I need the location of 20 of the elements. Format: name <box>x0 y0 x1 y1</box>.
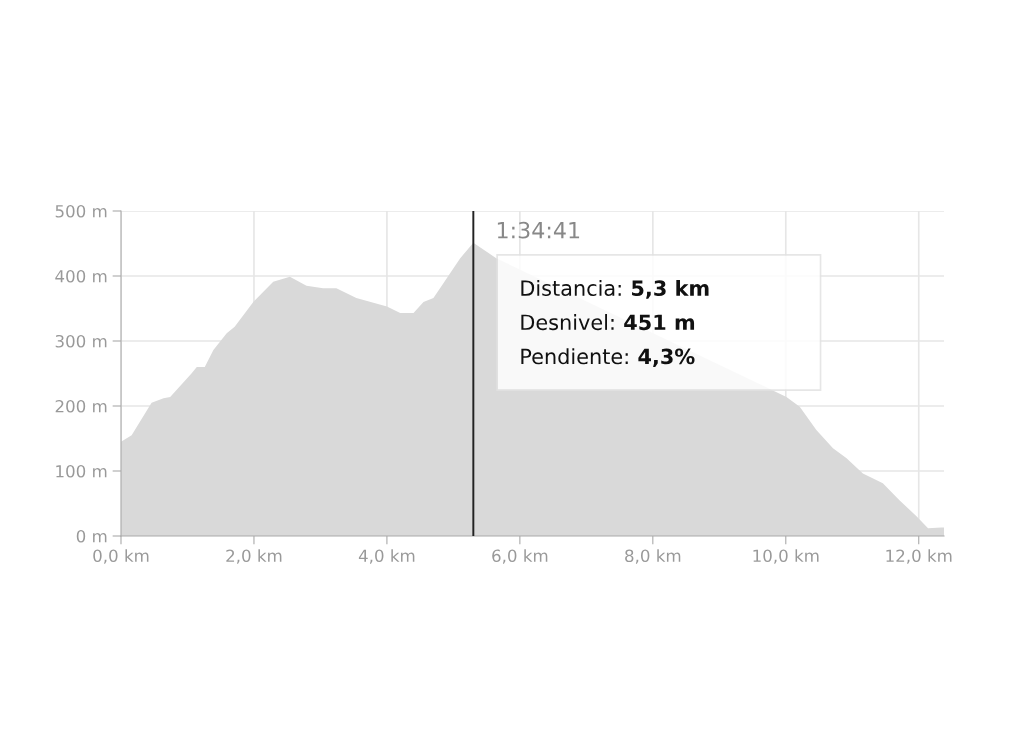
y-tick-label: 0 m <box>76 529 107 543</box>
x-tick-label: 6,0 km <box>492 549 548 564</box>
annotation: 451 m <box>624 314 695 331</box>
annotation: 1:34:41 <box>497 221 580 239</box>
x-tick-label: 0,0 km <box>93 549 149 564</box>
annotation: Desnivel: <box>521 314 614 331</box>
y-tick-label: 400 m <box>55 269 107 283</box>
y-tick-label: 300 m <box>55 334 107 348</box>
annotation: Pendiente: <box>521 348 628 365</box>
y-tick-label: 100 m <box>56 464 107 478</box>
x-tick-label: 8,0 km <box>625 549 681 564</box>
y-tick-label: 500 m <box>55 204 107 218</box>
annotation: Distancia: <box>521 279 621 297</box>
y-tick-label: 200 m <box>55 399 107 413</box>
x-tick-label: 12,0 km <box>886 549 952 564</box>
annotation: 4,3% <box>638 348 695 367</box>
x-tick-label: 4,0 km <box>358 549 415 564</box>
annotation: 5,3 km <box>632 279 709 299</box>
x-tick-label: 10,0 km <box>753 549 819 564</box>
x-tick-label: 2,0 km <box>226 549 282 564</box>
